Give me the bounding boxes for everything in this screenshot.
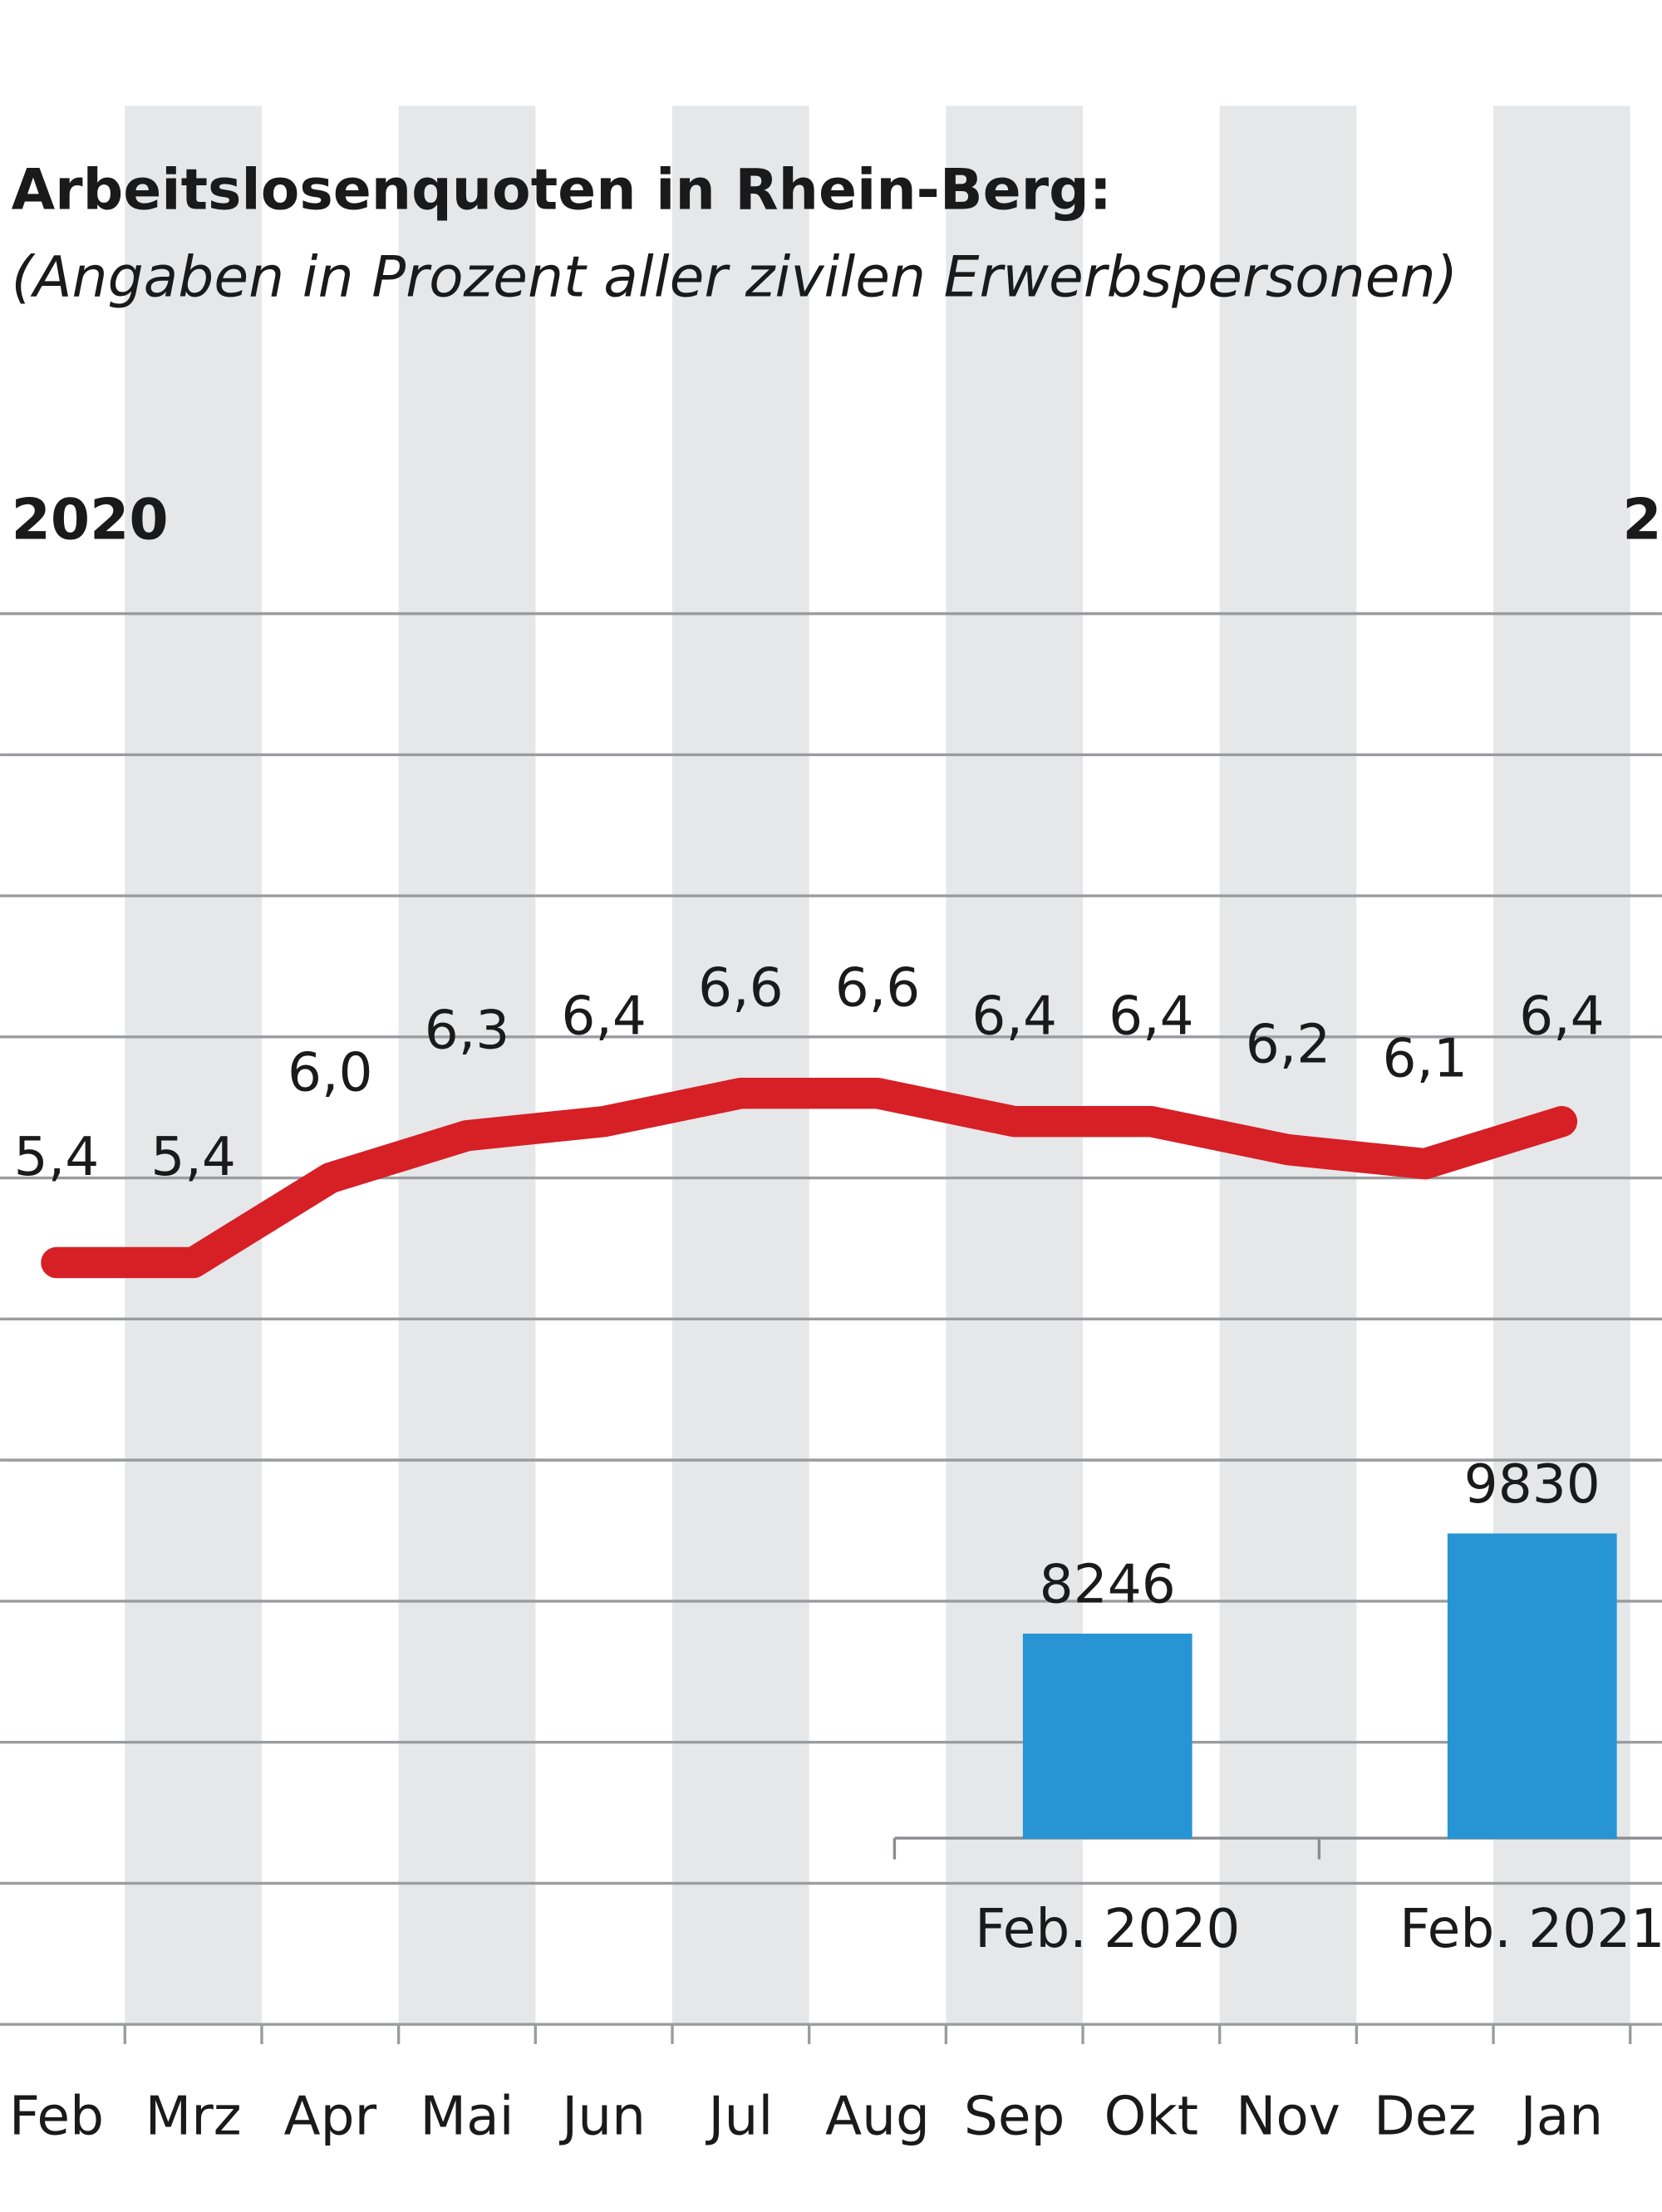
data-label: 6,6 xyxy=(835,956,921,1019)
x-tick-label: Dez xyxy=(1374,2086,1476,2148)
data-label: 6,6 xyxy=(698,956,784,1019)
x-tick-label: Feb xyxy=(9,2086,104,2148)
x-tick-label: Mrz xyxy=(145,2086,242,2148)
data-label: 6,2 xyxy=(1246,1013,1331,1075)
data-label: 6,4 xyxy=(1109,985,1194,1047)
data-line xyxy=(41,1078,1578,1279)
data-label: 6,3 xyxy=(425,999,510,1061)
bar-value-label: 8246 xyxy=(1040,1554,1176,1616)
x-tick-label: Okt xyxy=(1104,2086,1198,2148)
data-label: 6,1 xyxy=(1382,1027,1468,1089)
x-tick-label: Mai xyxy=(420,2086,514,2148)
x-tick-label: Apr xyxy=(284,2086,377,2148)
stripe xyxy=(672,106,809,2025)
bar-category-label: Feb. 2021 xyxy=(1399,1898,1662,1960)
data-label: 6,4 xyxy=(1519,985,1605,1047)
x-tick-label: Jul xyxy=(705,2086,773,2148)
x-tick-label: Jan xyxy=(1517,2086,1603,2148)
bar xyxy=(1447,1533,1617,1839)
data-label: 5,4 xyxy=(150,1126,236,1188)
x-tick-label: Nov xyxy=(1236,2086,1340,2148)
data-label: 6,4 xyxy=(971,985,1057,1047)
data-label: 6,4 xyxy=(561,985,647,1047)
year-label: 2020 xyxy=(12,488,169,553)
background-stripes xyxy=(125,106,1630,2025)
stripe xyxy=(125,106,262,2025)
stripe xyxy=(1219,106,1357,2025)
bar-value-label: 9830 xyxy=(1464,1453,1601,1516)
x-tick-label: Aug xyxy=(825,2086,930,2148)
chart-subtitle: (Angaben in Prozent aller zivilen Erwerb… xyxy=(12,245,1458,311)
chart-title: Arbeitslosenquoten in Rhein-Berg: xyxy=(12,157,1112,223)
bar xyxy=(1022,1633,1192,1839)
stripe xyxy=(398,106,536,2025)
data-label: 5,4 xyxy=(14,1126,100,1188)
bar-category-label: Feb. 2020 xyxy=(975,1898,1240,1960)
x-tick-label: Sep xyxy=(964,2086,1065,2148)
data-label: 6,0 xyxy=(288,1041,373,1104)
x-tick-label: Jun xyxy=(558,2086,646,2148)
year-label: 2021 xyxy=(1622,488,1662,553)
